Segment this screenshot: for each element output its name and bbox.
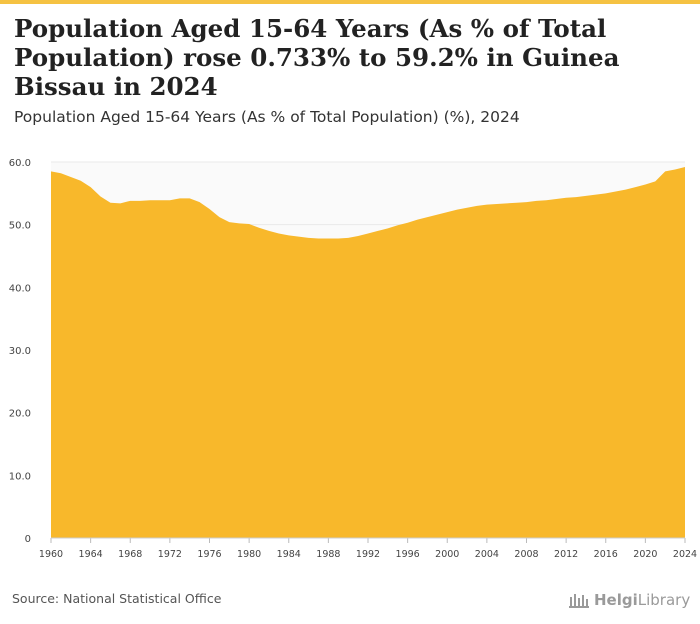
chart-subtitle: Population Aged 15-64 Years (As % of Tot… (14, 108, 520, 126)
y-tick-label: 20.0 (9, 409, 31, 420)
x-tick-label: 2020 (633, 549, 657, 560)
y-tick-label: 60.0 (9, 158, 31, 169)
x-tick-label: 1968 (118, 549, 142, 560)
y-tick-label: 40.0 (9, 283, 31, 294)
brand-logo[interactable]: Helgi Library (568, 589, 690, 611)
page-title: Population Aged 15-64 Years (As % of Tot… (14, 14, 620, 101)
x-tick-label: 2016 (594, 549, 618, 560)
chart: 010.020.030.040.050.060.0 1960 1964 1968 19… (9, 158, 697, 560)
data-area (51, 167, 685, 538)
y-tick-label: 30.0 (9, 346, 31, 357)
accent-bar (0, 0, 700, 4)
x-tick-label: 2000 (435, 549, 459, 560)
x-tick-label: 1992 (356, 549, 380, 560)
brand-name-rest: Library (637, 591, 691, 609)
x-tick-label: 2012 (554, 549, 578, 560)
x-tick-label: 1960 (39, 549, 63, 560)
x-tick-label: 1964 (79, 549, 103, 560)
y-tick-label: 50.0 (9, 221, 31, 232)
x-axis: 1960 1964 1968 1972 1976 1980 1984 1988 1992 1996… (39, 537, 697, 560)
y-axis: 0 10.0 20.0 30.0 40.0 50.0 60.0 (9, 158, 31, 545)
x-tick-label: 2008 (514, 549, 538, 560)
x-tick-label: 1984 (277, 549, 301, 560)
x-tick-label: 1996 (396, 549, 420, 560)
x-tick-label: 1976 (197, 549, 221, 560)
x-tick-label: 1988 (316, 549, 340, 560)
y-tick-label: 10.0 (9, 471, 31, 482)
x-tick-label: 2024 (673, 549, 697, 560)
x-tick-label: 2004 (475, 549, 499, 560)
library-icon (569, 594, 589, 608)
x-tick-label: 1980 (237, 549, 261, 560)
y-tick-label: 0 (25, 534, 31, 545)
x-tick-label: 1972 (158, 549, 182, 560)
source-note: Source: National Statistical Office (12, 591, 222, 606)
brand-name-bold: Helgi (594, 591, 638, 609)
